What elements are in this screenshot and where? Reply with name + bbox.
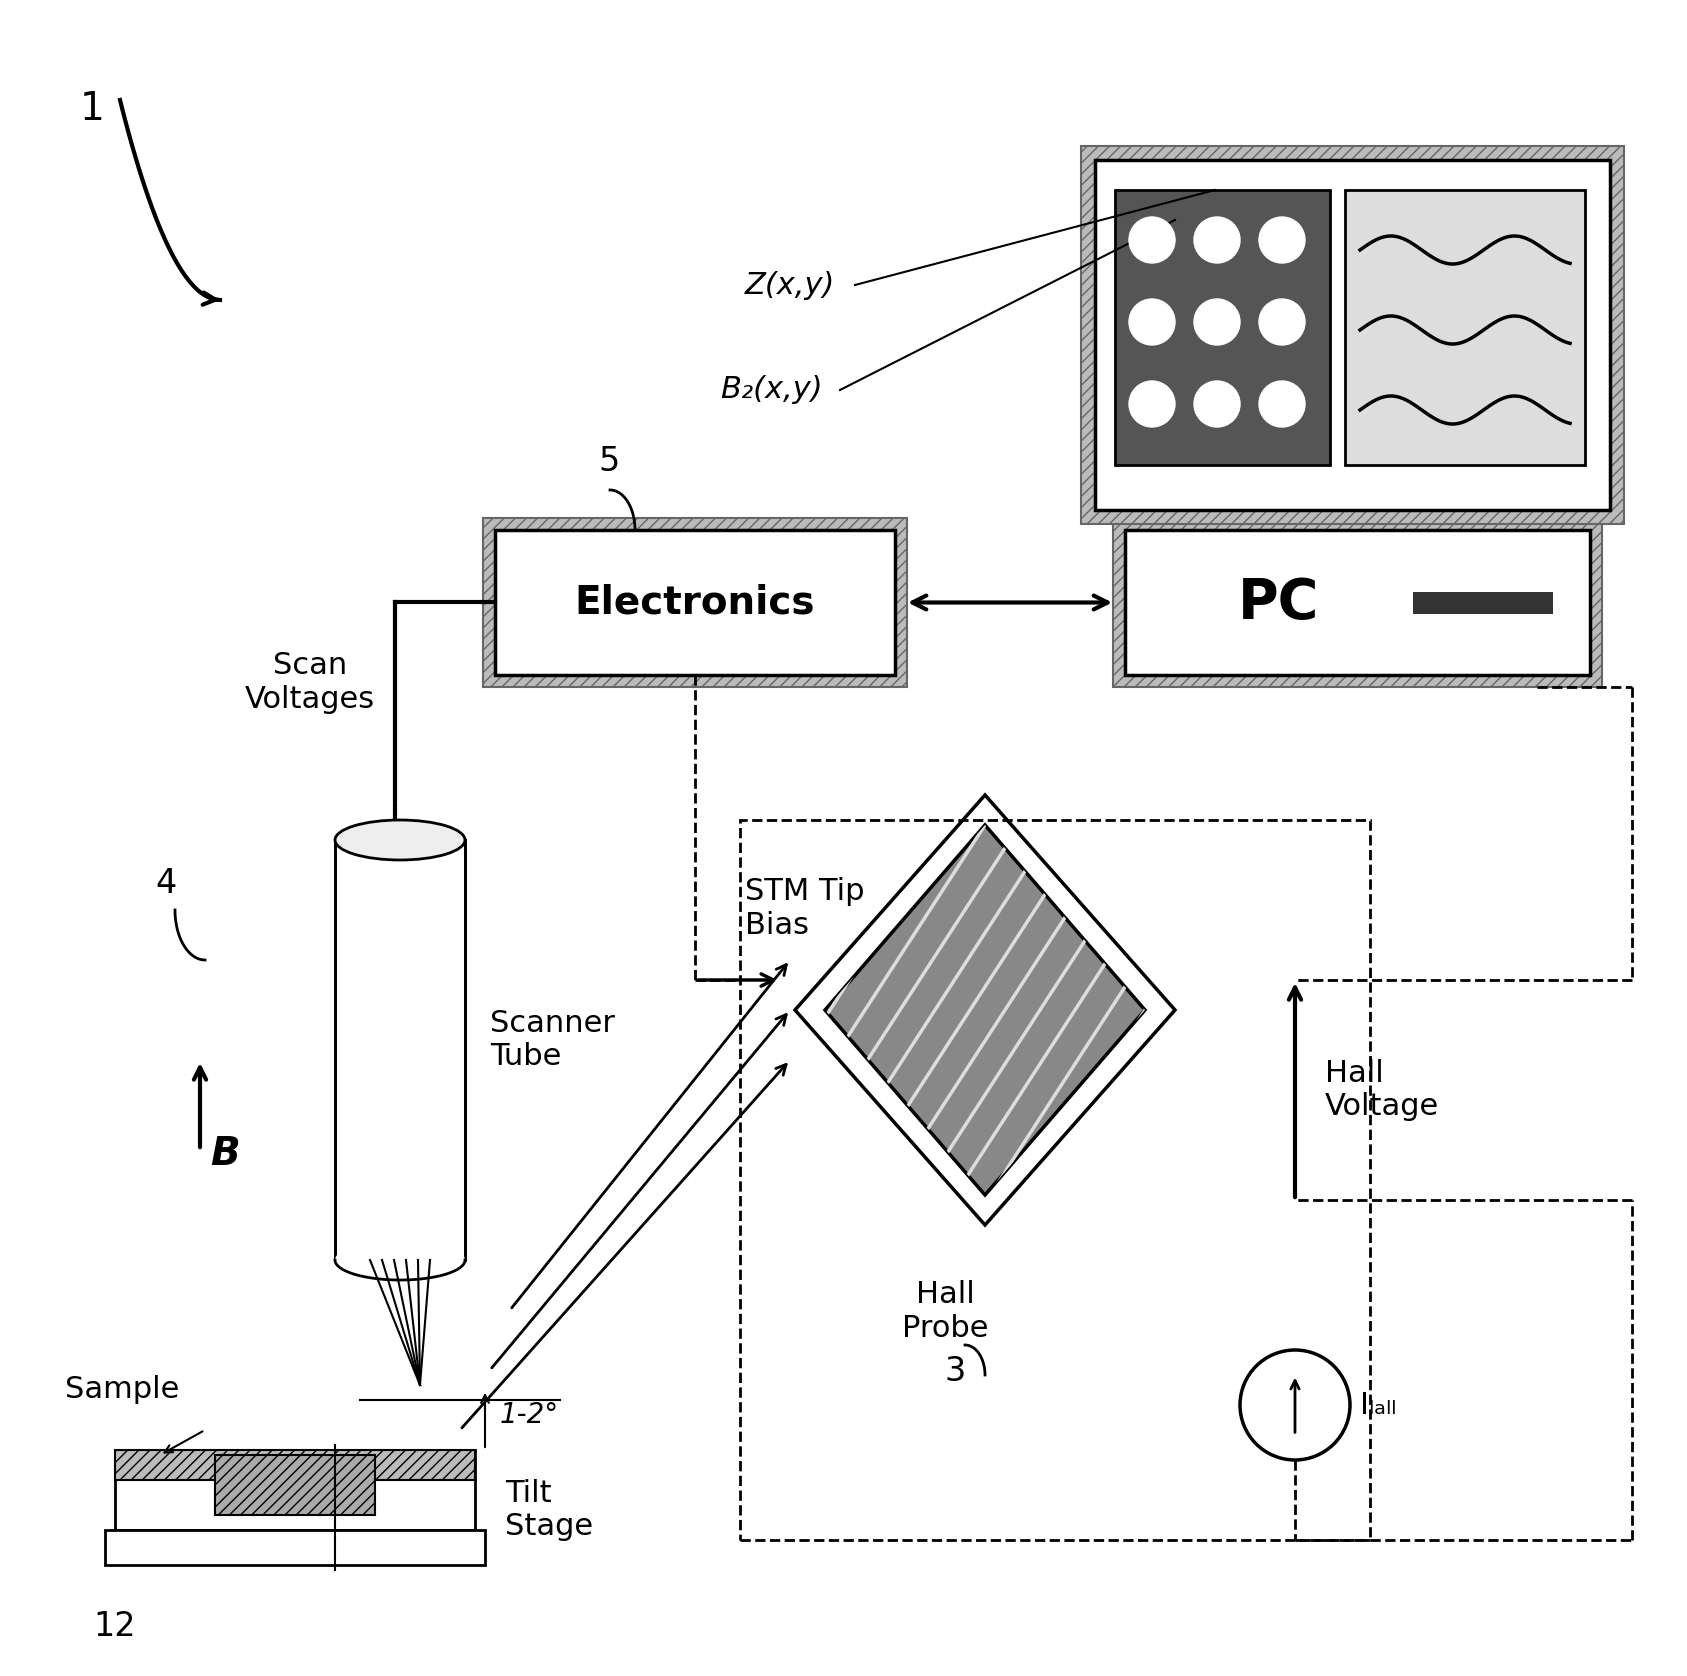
Circle shape [1194, 380, 1240, 427]
Text: 1-2°: 1-2° [499, 1401, 558, 1430]
Circle shape [1240, 1349, 1350, 1460]
Bar [1345, 189, 1586, 464]
Text: B: B [209, 1135, 240, 1173]
Text: 5: 5 [597, 446, 619, 478]
Text: Scan
Voltages: Scan Voltages [245, 652, 375, 714]
Text: 12: 12 [94, 1611, 137, 1642]
Circle shape [1129, 380, 1176, 427]
Text: 1: 1 [79, 91, 105, 127]
Circle shape [1129, 298, 1176, 345]
Bar [1115, 189, 1329, 464]
Circle shape [1259, 298, 1306, 345]
Bar [482, 518, 908, 687]
Polygon shape [115, 1450, 476, 1480]
Text: Hall
Probe: Hall Probe [903, 1280, 989, 1342]
Bar [494, 530, 896, 675]
Circle shape [1259, 216, 1306, 263]
Text: B₂(x,y): B₂(x,y) [720, 375, 823, 404]
Bar [1081, 146, 1625, 525]
Bar [741, 820, 1370, 1540]
Bar [1113, 518, 1603, 687]
Text: Electronics: Electronics [575, 583, 815, 622]
Text: 4: 4 [155, 866, 175, 900]
Text: 3: 3 [945, 1354, 965, 1388]
Circle shape [1259, 380, 1306, 427]
Text: Hall
Voltage: Hall Voltage [1324, 1059, 1439, 1121]
Text: STM Tip
Bias: STM Tip Bias [746, 878, 864, 940]
Text: Z(x,y): Z(x,y) [746, 270, 835, 300]
Bar [1095, 159, 1609, 510]
Polygon shape [214, 1455, 375, 1515]
Circle shape [1194, 216, 1240, 263]
Bar [1414, 593, 1554, 615]
Bar [1125, 530, 1591, 675]
Polygon shape [825, 825, 1145, 1195]
Text: Sample: Sample [66, 1376, 179, 1404]
Bar [336, 840, 466, 1260]
Text: Iₗₐₗₗ: Iₗₐₗₗ [1360, 1391, 1397, 1420]
Ellipse shape [336, 1240, 466, 1280]
Text: Scanner
Tube: Scanner Tube [489, 1009, 616, 1071]
Circle shape [1129, 216, 1176, 263]
Text: PC: PC [1238, 575, 1319, 630]
Text: Tilt
Stage: Tilt Stage [504, 1478, 594, 1542]
Polygon shape [105, 1530, 484, 1565]
Polygon shape [115, 1450, 476, 1530]
Circle shape [1194, 298, 1240, 345]
Ellipse shape [336, 820, 466, 860]
